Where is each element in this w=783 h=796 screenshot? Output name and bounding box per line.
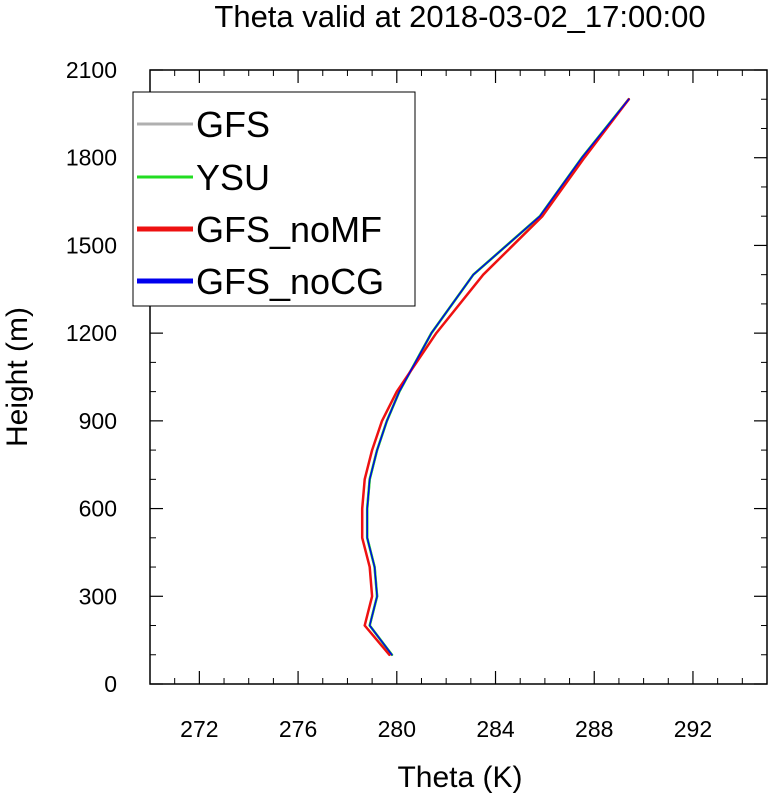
legend-label: GFS bbox=[196, 104, 270, 145]
y-tick-label: 1500 bbox=[66, 232, 117, 258]
legend: GFS YSU GFS_noMF GFS_noCG bbox=[132, 91, 416, 307]
y-tick-label: 1200 bbox=[66, 320, 117, 346]
legend-label: GFS_noCG bbox=[196, 261, 384, 302]
x-tick-label: 292 bbox=[674, 716, 712, 742]
plot-frame bbox=[149, 69, 768, 685]
x-tick-label: 276 bbox=[279, 716, 317, 742]
series-line-gfs-nocg bbox=[366, 98, 630, 656]
x-tick-label: 284 bbox=[476, 716, 515, 742]
x-axis-label: Theta (K) bbox=[397, 761, 522, 794]
series-line-gfs-nomf bbox=[360, 97, 631, 657]
x-tick-label: 280 bbox=[378, 716, 416, 742]
y-tick-label: 300 bbox=[79, 583, 117, 609]
legend-label: GFS_noMF bbox=[196, 209, 382, 250]
legend-label: YSU bbox=[196, 157, 270, 198]
y-tick-label: 2100 bbox=[66, 57, 117, 83]
x-tick-label: 288 bbox=[575, 716, 613, 742]
chart-title: Theta valid at 2018-03-02_17:00:00 bbox=[214, 0, 705, 34]
y-tick-label: 900 bbox=[79, 408, 117, 434]
y-tick-label: 1800 bbox=[66, 145, 117, 171]
y-axis-label: Height (m) bbox=[1, 307, 34, 447]
x-tick-label: 272 bbox=[180, 716, 218, 742]
y-tick-label: 600 bbox=[79, 496, 117, 522]
legend-box bbox=[132, 91, 416, 307]
y-tick-label: 0 bbox=[104, 671, 117, 697]
